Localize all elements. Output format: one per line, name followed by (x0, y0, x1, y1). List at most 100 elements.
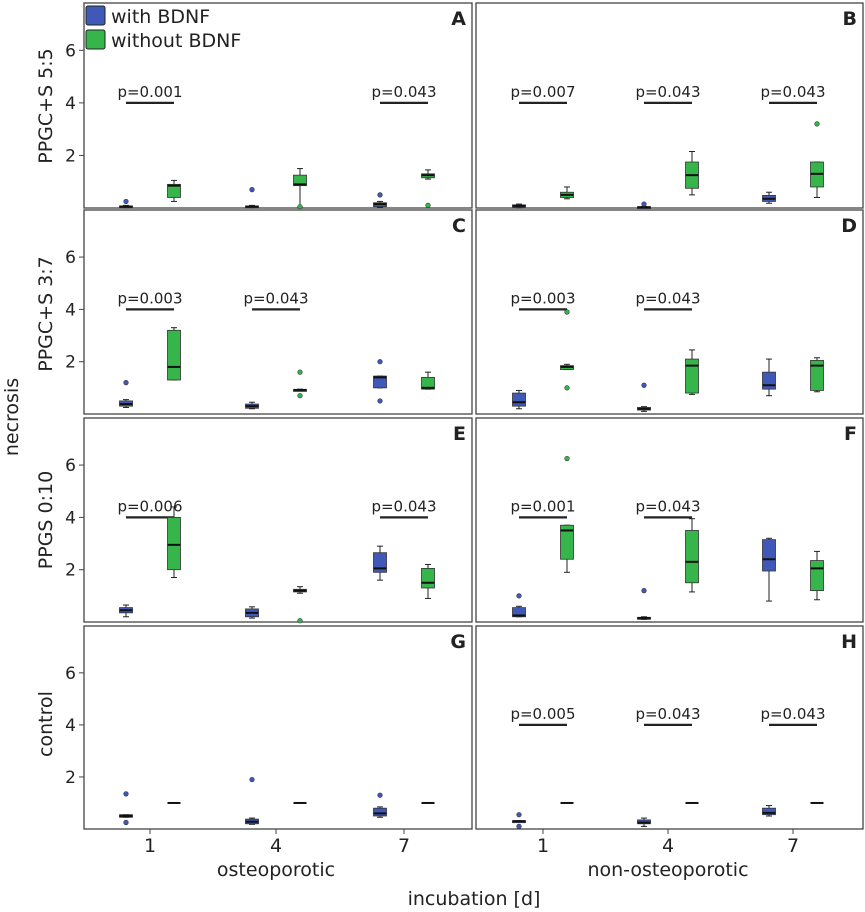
panel-g: G 2 4 6 (65, 625, 473, 834)
box-with-bdnf-day-4 (245, 606, 259, 619)
box-with-bdnf-day-1 (512, 812, 526, 829)
box-outlier (516, 812, 522, 818)
panel-letter: F (844, 423, 857, 445)
box-outlier (123, 380, 129, 386)
box-with-bdnf-day-7 (373, 545, 387, 581)
box-with-bdnf-day-1 (512, 203, 526, 209)
box-without-bdnf-day-1 (560, 455, 574, 573)
box-body (560, 524, 574, 560)
box-outlier (425, 202, 431, 208)
x-tick-nonosteo-7: 7 (787, 835, 799, 857)
box-outlier (564, 455, 570, 462)
box-body (421, 567, 435, 589)
panel-frame (475, 2, 864, 209)
box-without-bdnf-day-1 (560, 309, 574, 391)
panels-layer: A 2 4 6 p=0.001 p=0.043 Bp=0.007 p=0.043 p=0.043… (65, 2, 864, 834)
panel-letter: B (843, 8, 857, 30)
box-with-bdnf-day-7 (762, 805, 776, 817)
panel-frame (475, 417, 864, 623)
box-without-bdnf-day-1 (167, 506, 181, 579)
box-outlier (123, 791, 129, 797)
box-with-bdnf-day-7 (373, 192, 387, 208)
y-tick-label: 2 (65, 561, 76, 581)
box-outlier (377, 192, 383, 198)
box-body (762, 807, 776, 816)
box-body (167, 183, 181, 198)
box-outlier (297, 204, 303, 210)
box-without-bdnf-day-4 (685, 349, 699, 395)
x-axis-label: incubation [d] (408, 888, 541, 910)
panel-frame (475, 209, 864, 415)
pvalue-label: p=0.043 (371, 497, 436, 515)
box-body (762, 371, 776, 390)
row-label-3: PPGS 0:10 (35, 471, 57, 569)
panel-e: E 2 4 6 p=0.006 p=0.043 (65, 417, 473, 624)
box-outlier (564, 309, 570, 315)
panel-d: Dp=0.003 p=0.043 (475, 209, 864, 415)
group-label-non-osteoporotic: non-osteoporotic (587, 859, 748, 881)
panel-letter: C (452, 215, 466, 237)
box-without-bdnf-day-4 (293, 586, 307, 624)
pvalue-label: p=0.001 (510, 497, 575, 515)
box-outlier (123, 819, 129, 826)
pvalue-label: p=0.005 (510, 705, 575, 723)
box-body (685, 358, 699, 394)
box-with-bdnf-day-7 (762, 358, 776, 397)
box-body (512, 392, 526, 407)
panel-c: C 2 4 6 p=0.003 p=0.043 (65, 209, 473, 415)
box-with-bdnf-day-1 (119, 380, 133, 408)
panel-letter: H (841, 631, 857, 653)
pvalue-label: p=0.003 (510, 289, 575, 307)
y-tick-label: 2 (65, 353, 76, 373)
box-without-bdnf-day-7 (421, 371, 435, 390)
box-with-bdnf-day-4 (245, 401, 259, 410)
box-without-bdnf-day-7 (810, 550, 824, 601)
y-tick-label: 4 (65, 94, 76, 114)
box-without-bdnf-day-4 (685, 150, 699, 196)
box-body (167, 329, 181, 381)
x-tick-osteo-4: 4 (270, 835, 282, 857)
box-outlier (516, 823, 522, 829)
box-with-bdnf-day-4 (637, 382, 651, 412)
y-tick-label: 2 (65, 146, 76, 166)
legend-swatch-with-bdnf (85, 5, 106, 26)
legend-swatch-without-bdnf (85, 29, 106, 50)
pvalue-label: p=0.007 (510, 83, 575, 101)
box-with-bdnf-day-4 (637, 817, 651, 827)
box-outlier (377, 792, 383, 798)
row-label-1: PPGC+S 5:5 (35, 48, 57, 164)
box-body (373, 807, 387, 817)
box-with-bdnf-day-1 (512, 593, 526, 618)
box-with-bdnf-day-7 (762, 191, 776, 204)
box-outlier (641, 382, 647, 388)
row-label-2: PPGC+S 3:7 (35, 256, 57, 372)
panel-a: A 2 4 6 p=0.001 p=0.043 (65, 2, 473, 210)
panel-letter: D (841, 215, 857, 237)
pvalue-label: p=0.003 (117, 289, 182, 307)
box-body (762, 539, 776, 572)
box-outlier (814, 121, 820, 127)
y-tick-label: 2 (65, 768, 76, 788)
y-tick-label: 6 (65, 41, 76, 61)
box-without-bdnf-day-7 (421, 169, 435, 208)
box-body (373, 375, 387, 389)
panel-frame (83, 417, 473, 623)
box-with-bdnf-day-4 (245, 776, 259, 825)
box-outlier (297, 393, 303, 399)
box-without-bdnf-day-4 (293, 369, 307, 399)
panel-frame (83, 2, 473, 209)
box-without-bdnf-day-7 (810, 121, 824, 198)
box-body (293, 174, 307, 187)
box-body (685, 530, 699, 584)
panel-b: Bp=0.007 p=0.043 p=0.043 (475, 2, 864, 210)
x-tick-osteo-7: 7 (398, 835, 410, 857)
pvalue-label: p=0.043 (243, 289, 308, 307)
box-with-bdnf-day-1 (119, 604, 133, 618)
pvalue-label: p=0.043 (635, 705, 700, 723)
panel-letter: E (453, 423, 466, 445)
pvalue-label: p=0.043 (635, 497, 700, 515)
box-without-bdnf-day-1 (167, 327, 181, 381)
panel-frame (83, 209, 473, 415)
box-with-bdnf-day-4 (245, 187, 259, 209)
